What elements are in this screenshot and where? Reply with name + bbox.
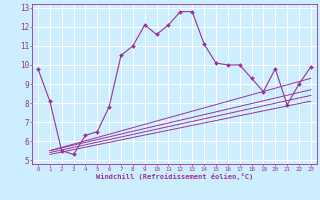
X-axis label: Windchill (Refroidissement éolien,°C): Windchill (Refroidissement éolien,°C): [96, 173, 253, 180]
